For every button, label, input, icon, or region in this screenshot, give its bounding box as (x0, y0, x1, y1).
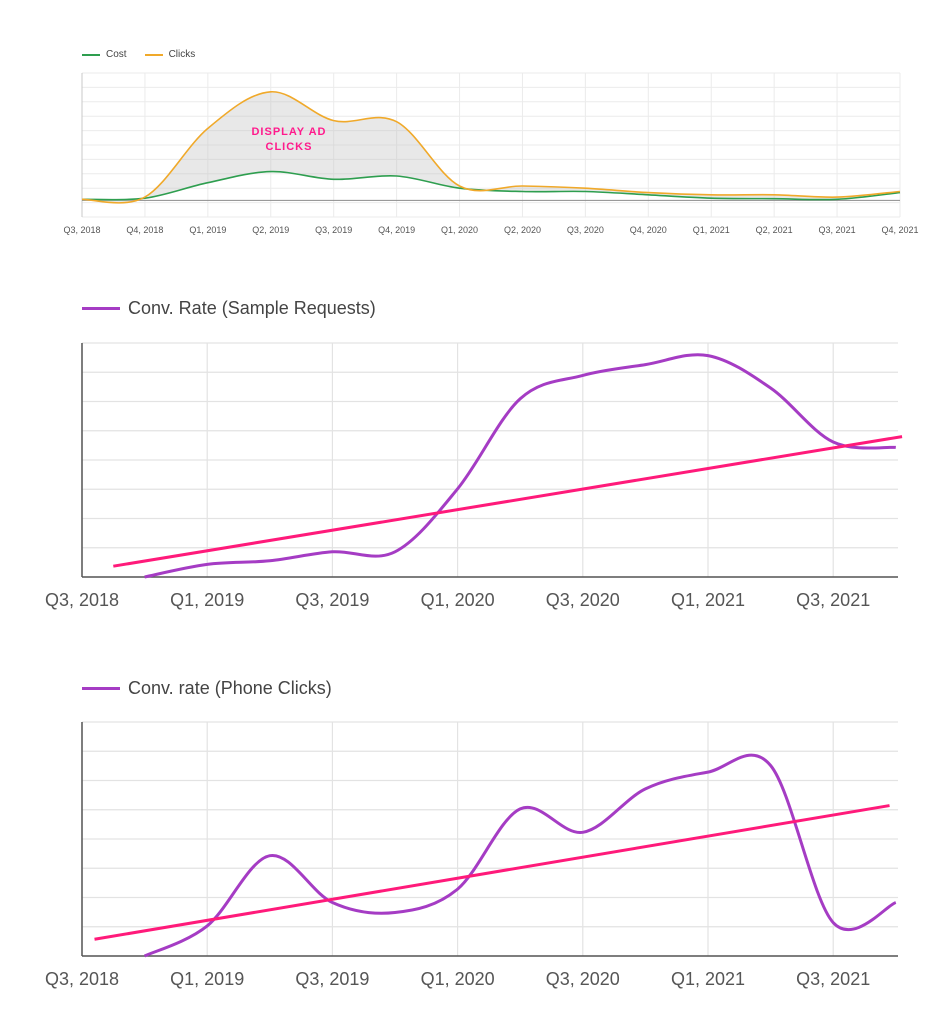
x-tick-label: Q1, 2020 (421, 590, 495, 610)
x-tick-label: Q3, 2021 (796, 969, 870, 989)
x-tick-label: Q4, 2019 (378, 225, 415, 235)
series-line-conv-rate-sample-requests (144, 353, 896, 579)
phone-clicks-chart: Conv. rate (Phone Clicks) Q3, 2018 Q1, 20… (0, 670, 945, 1010)
x-tick-label: Q1, 2019 (189, 225, 226, 235)
x-tick-label: Q3, 2020 (546, 969, 620, 989)
x-tick-label: Q4, 2020 (630, 225, 667, 235)
legend-item-conv-rate-phone-clicks[interactable]: Conv. rate (Phone Clicks) (82, 678, 332, 699)
x-tick-label: Q1, 2021 (693, 225, 730, 235)
x-tick-label: Q1, 2021 (671, 590, 745, 610)
series-line-clicks (81, 90, 901, 204)
sample-requests-chart: Conv. Rate (Sample Requests) Q3, 2018 Q1,… (0, 290, 945, 620)
series-line-conv-rate-phone-clicks (143, 753, 897, 958)
x-tick-label: Q1, 2020 (441, 225, 478, 235)
legend-label: Conv. Rate (Sample Requests) (128, 298, 376, 318)
legend-label: Conv. rate (Phone Clicks) (128, 678, 332, 698)
legend-swatch (82, 687, 120, 690)
legend-item-clicks[interactable]: Clicks (144, 49, 196, 60)
x-tick-label: Q4, 2018 (126, 225, 163, 235)
x-tick-label: Q3, 2020 (546, 590, 620, 610)
x-tick-label: Q2, 2021 (756, 225, 793, 235)
legend-label-cost: Cost (106, 49, 127, 60)
x-tick-label: Q1, 2021 (671, 969, 745, 989)
trend-line (94, 804, 890, 941)
legend-item-conv-rate-sample-requests[interactable]: Conv. Rate (Sample Requests) (82, 298, 376, 319)
clicks-area (82, 91, 900, 203)
cost-clicks-chart: Cost Clicks Q3, 2018 Q4, 2018 Q1, 2019 Q2, … (0, 40, 945, 250)
annotation-label: CLICKS (266, 141, 313, 153)
legend-swatch-clicks (144, 53, 163, 56)
x-tick-label: Q4, 2021 (881, 225, 918, 235)
x-tick-label: Q1, 2019 (170, 969, 244, 989)
legend-label-clicks: Clicks (168, 49, 196, 60)
x-tick-label: Q3, 2021 (796, 590, 870, 610)
x-tick-label: Q3, 2021 (819, 225, 856, 235)
annotation-label: DISPLAY AD (251, 126, 326, 138)
legend: Conv. rate (Phone Clicks) (82, 678, 332, 699)
x-tick-label: Q3, 2019 (295, 590, 369, 610)
legend-swatch (82, 307, 120, 310)
x-tick-label: Q3, 2019 (315, 225, 352, 235)
x-tick-label: Q3, 2018 (45, 590, 119, 610)
legend-item-cost[interactable]: Cost (82, 49, 127, 60)
x-tick-label: Q3, 2018 (63, 225, 100, 235)
x-tick-label: Q1, 2020 (421, 969, 495, 989)
legend: Conv. Rate (Sample Requests) (82, 298, 376, 319)
trend-line (113, 435, 903, 568)
legend-swatch-cost (82, 53, 100, 56)
x-tick-label: Q1, 2019 (170, 590, 244, 610)
x-tick-label: Q3, 2019 (295, 969, 369, 989)
x-tick-label: Q2, 2020 (504, 225, 541, 235)
sample-requests-plot: Q3, 2018 Q1, 2019 Q3, 2019 Q1, 2020 Q3, 2020… (45, 342, 903, 610)
cost-clicks-plot: Q3, 2018 Q4, 2018 Q1, 2019 Q2, 2019 Q3, 2019… (63, 72, 919, 235)
x-tick-label: Q3, 2018 (45, 969, 119, 989)
x-tick-label: Q3, 2020 (567, 225, 604, 235)
legend: Cost Clicks (82, 49, 195, 60)
x-tick-label: Q2, 2019 (252, 225, 289, 235)
phone-clicks-plot: Q3, 2018 Q1, 2019 Q3, 2019 Q1, 2020 Q3, 2020… (45, 721, 898, 989)
